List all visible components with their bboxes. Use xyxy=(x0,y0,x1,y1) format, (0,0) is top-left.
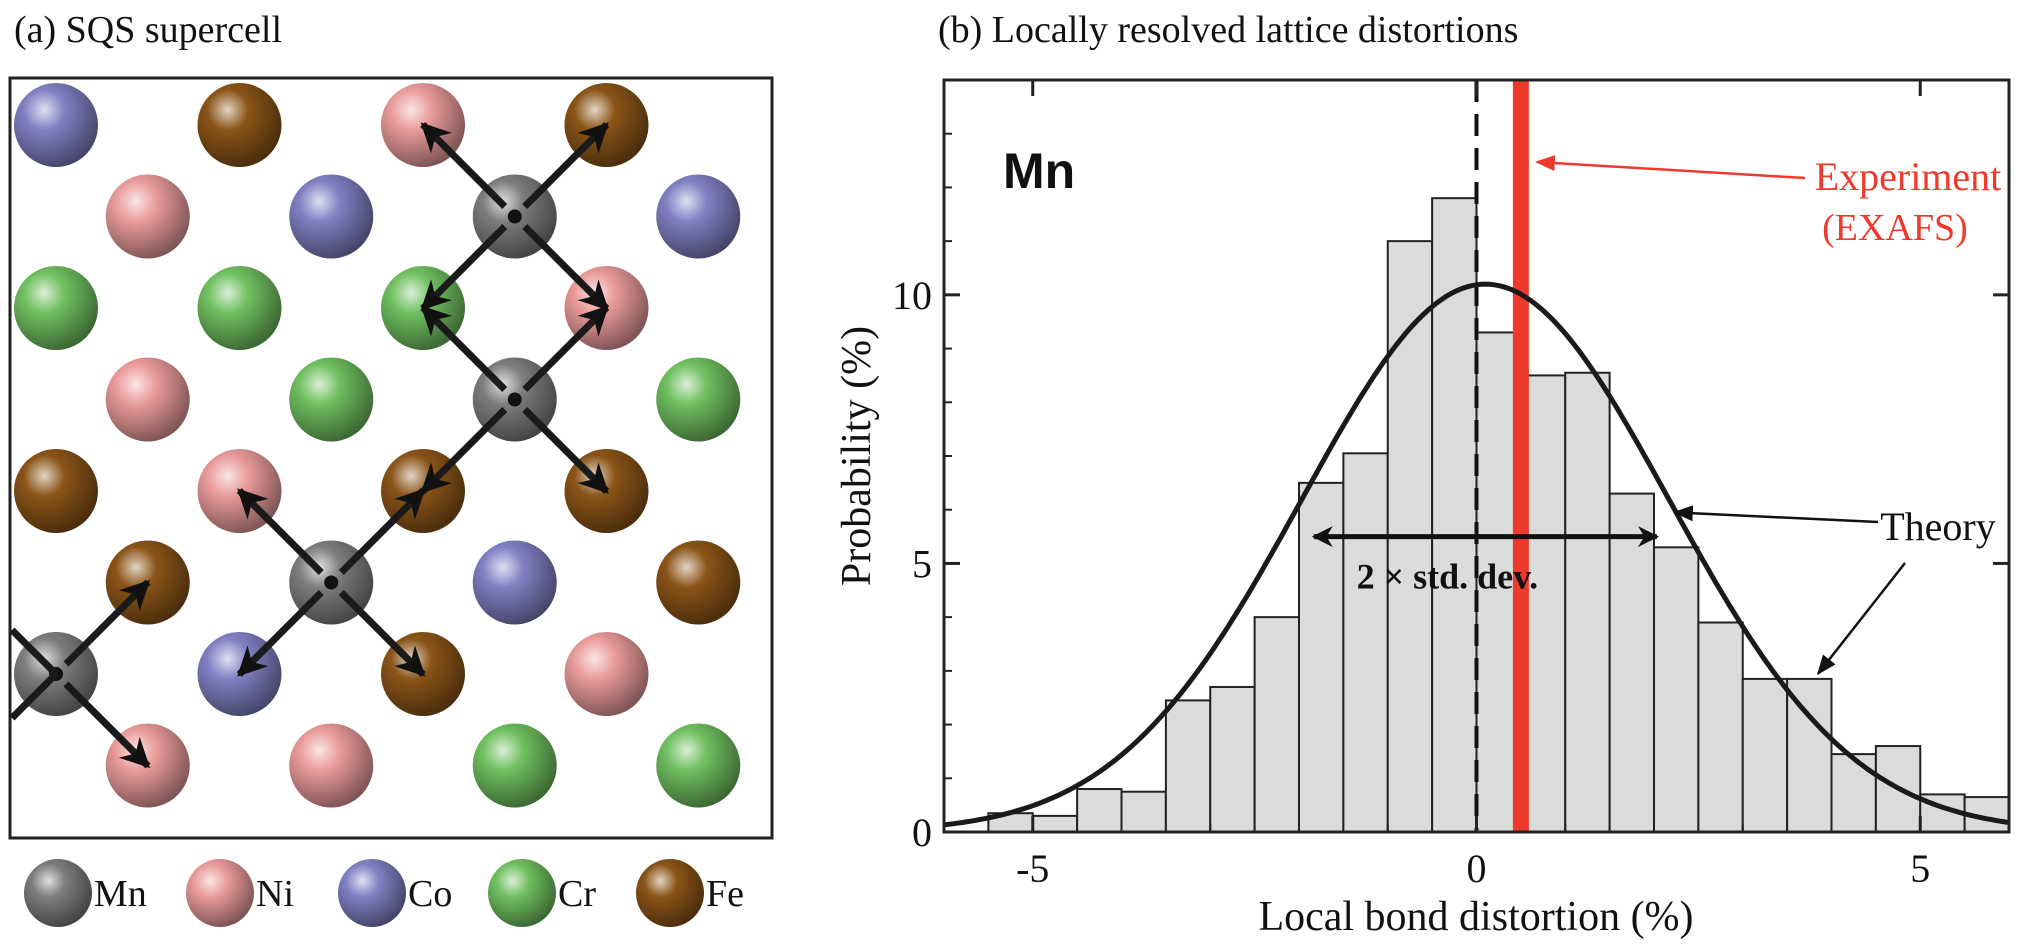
atom-cr xyxy=(656,357,741,442)
atom-ni xyxy=(289,723,374,808)
bond-line xyxy=(9,627,59,677)
x-tick-label: 5 xyxy=(1910,846,1930,891)
histogram-bar xyxy=(1786,677,1833,834)
distortion-histogram-plot: -5 0 5 0 5 10 Mn 2 × std. dev. Experiment (EX… xyxy=(834,78,2011,940)
legend-swatch-ni xyxy=(186,859,254,927)
axis-ticks: -5 0 5 0 5 10 xyxy=(892,79,2010,891)
experiment-method-label: (EXAFS) xyxy=(1822,207,1968,249)
x-axis-label: Local bond distortion (%) xyxy=(1258,894,1693,940)
mn-center-dot xyxy=(507,392,522,407)
bond-arrow xyxy=(236,590,324,677)
histogram-bar xyxy=(1342,452,1389,833)
bond-arrow xyxy=(420,122,508,209)
histogram-bar xyxy=(1120,790,1167,834)
theory-arrow-curve xyxy=(1672,505,1879,524)
bond-line xyxy=(9,671,59,721)
bond-arrow xyxy=(63,579,151,667)
y-tick-label: 5 xyxy=(912,541,932,586)
atom-fe xyxy=(656,540,741,625)
legend-swatch-mn xyxy=(24,859,92,927)
atom-ni xyxy=(105,174,190,259)
atom-co xyxy=(656,174,741,259)
histogram-bar xyxy=(1076,788,1123,833)
legend-swatch-fe xyxy=(636,859,704,927)
theory-arrow-tail xyxy=(1816,562,1906,676)
histogram-bar xyxy=(1653,546,1700,833)
bond-arrow xyxy=(338,590,426,677)
bond-arrow xyxy=(420,407,508,494)
legend-label-cr: Cr xyxy=(558,873,596,915)
bond-arrow xyxy=(420,305,508,392)
bond-arrow xyxy=(522,407,610,494)
histogram-bar xyxy=(1253,616,1300,834)
theory-gaussian-curve xyxy=(943,281,2010,828)
atom-cr xyxy=(14,266,98,350)
bond-arrow xyxy=(236,488,324,575)
y-tick-label: 0 xyxy=(912,810,932,855)
atom-fe xyxy=(197,83,282,167)
histogram-bar xyxy=(1031,814,1079,834)
bond-arrow xyxy=(420,224,508,311)
histogram-bar xyxy=(1564,371,1611,833)
experiment-label: Experiment xyxy=(1815,154,2002,199)
legend-label-co: Co xyxy=(408,873,452,915)
experiment-line xyxy=(1512,80,1529,832)
histogram-bar xyxy=(1741,677,1789,834)
histogram-bar xyxy=(1209,685,1256,833)
y-tick-label: 10 xyxy=(892,273,932,318)
histogram-bar xyxy=(1830,753,1877,833)
mn-center-dot xyxy=(324,575,339,590)
atom-cr xyxy=(197,266,282,350)
chart-title: (b) Locally resolved lattice distortions xyxy=(938,9,1518,51)
panel-a-title: (a) SQS supercell xyxy=(14,9,282,51)
x-tick-label: -5 xyxy=(1016,846,1049,891)
legend-label-mn: Mn xyxy=(94,873,147,915)
histogram-bar xyxy=(1164,699,1212,834)
theory-label: Theory xyxy=(1880,504,1996,549)
std-dev-label: 2 × std. dev. xyxy=(1357,557,1539,597)
bond-arrow xyxy=(338,488,426,575)
atom-co xyxy=(472,540,557,625)
mn-center-dot xyxy=(507,209,522,224)
atom-cr xyxy=(472,723,557,808)
bond-arrow xyxy=(522,224,610,311)
panel-element-label: Mn xyxy=(1003,143,1075,199)
atom-co xyxy=(289,174,374,259)
supercell-bond-arrows xyxy=(9,122,610,769)
histogram-bar xyxy=(1697,621,1744,833)
legend-swatch-co xyxy=(338,859,406,927)
atom-ni xyxy=(105,357,190,442)
bond-arrow xyxy=(522,122,610,209)
bond-arrow xyxy=(522,305,610,392)
atom-cr xyxy=(289,357,374,442)
atom-co xyxy=(14,83,98,167)
histogram-bar xyxy=(1608,492,1655,833)
x-tick-label: 0 xyxy=(1467,846,1487,891)
panel-b: (b) Locally resolved lattice distortions… xyxy=(834,9,2011,940)
y-axis-label: Probability (%) xyxy=(834,326,880,586)
bond-arrow xyxy=(63,681,151,769)
atom-cr xyxy=(656,723,741,808)
legend-swatch-cr xyxy=(488,859,556,927)
panel-a: (a) SQS supercell Mn Ni Co Cr Fe xyxy=(8,9,774,927)
atom-fe xyxy=(14,449,98,533)
element-legend: Mn Ni Co Cr Fe xyxy=(24,859,744,927)
legend-label-fe: Fe xyxy=(706,873,744,915)
experiment-annotation-arrow xyxy=(1534,155,1806,180)
legend-label-ni: Ni xyxy=(256,873,294,915)
atom-ni xyxy=(564,632,649,716)
